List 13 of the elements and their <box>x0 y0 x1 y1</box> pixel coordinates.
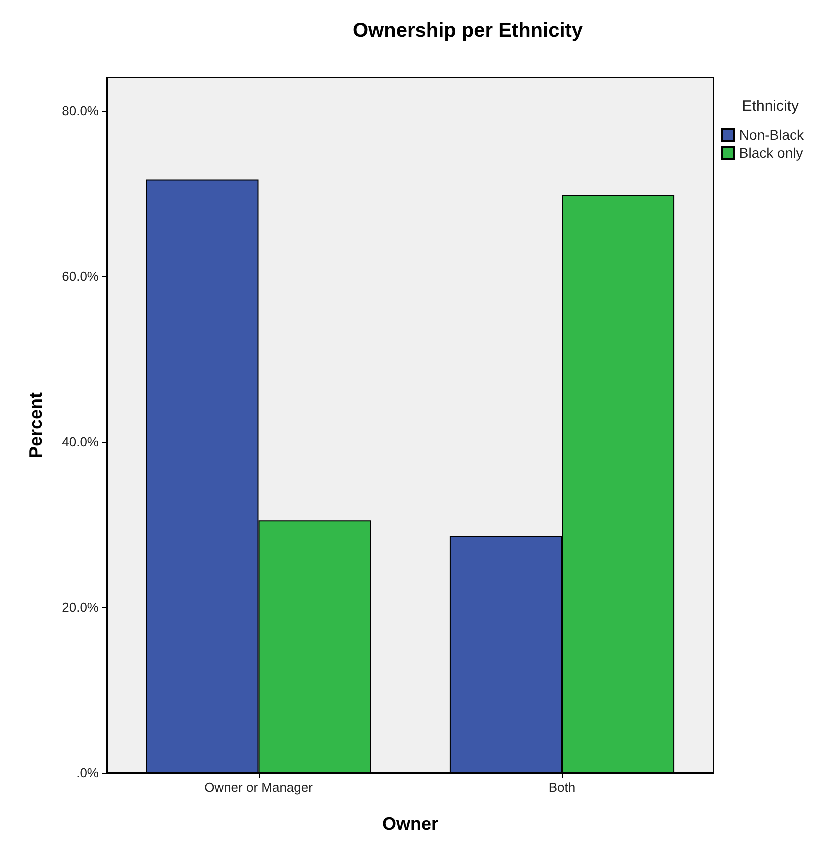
x-tick-label: Both <box>548 780 576 795</box>
x-axis-title: Owner <box>382 814 439 834</box>
y-tick-label: 40.0% <box>62 434 100 450</box>
legend-label: Non-Black <box>739 127 805 143</box>
y-tick-label: 60.0% <box>62 269 100 284</box>
y-tick-label: .0% <box>76 766 100 780</box>
chart-title: Ownership per Ethnicity <box>353 20 584 42</box>
y-tick-label: 20.0% <box>62 600 100 616</box>
y-tick-label: 80.0% <box>62 104 100 119</box>
legend-label: Black only <box>739 145 804 161</box>
legend-title: Ethnicity <box>742 98 800 115</box>
x-tick-label: Owner or Manager <box>204 780 314 795</box>
y-axis-title: Percent <box>26 392 46 459</box>
